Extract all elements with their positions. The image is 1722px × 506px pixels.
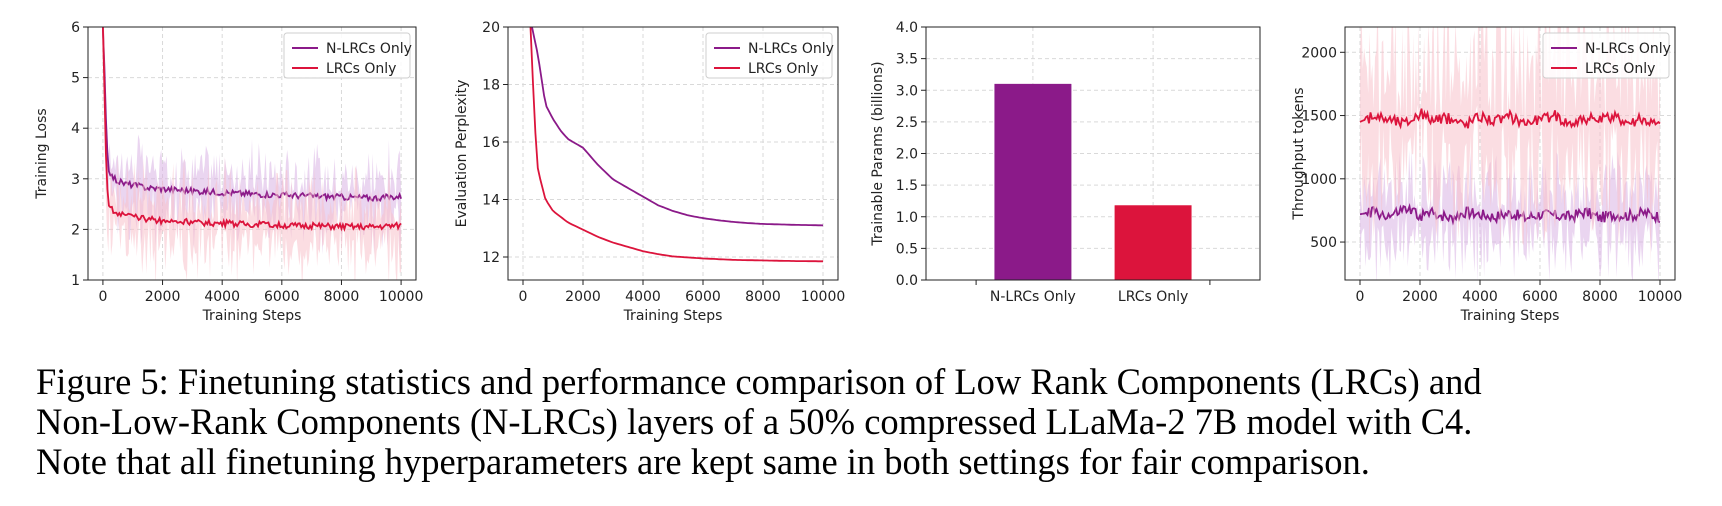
training-loss-line-1 bbox=[102, 27, 402, 232]
eval-perplexity-ytick-label: 16 bbox=[482, 135, 500, 151]
throughput-xtick-label: 6000 bbox=[1522, 289, 1558, 305]
throughput-xtick-label: 10000 bbox=[1638, 289, 1683, 305]
throughput-xtick-label: 8000 bbox=[1582, 289, 1618, 305]
trainable-params-ytick-label: 1.5 bbox=[896, 178, 918, 194]
throughput-xlabel: Training Steps bbox=[1460, 308, 1560, 324]
trainable-params-ytick-label: 0.0 bbox=[896, 273, 918, 289]
eval-perplexity-xtick-label: 2000 bbox=[565, 289, 601, 305]
training-loss-xlabel: Training Steps bbox=[202, 308, 302, 324]
eval-perplexity-xtick-label: 8000 bbox=[745, 289, 781, 305]
training-loss-xtick-label: 8000 bbox=[324, 289, 360, 305]
training-loss-ytick-label: 1 bbox=[71, 273, 80, 289]
training-loss-legend bbox=[283, 32, 411, 79]
eval-perplexity-line-0 bbox=[531, 27, 824, 227]
trainable-params-xtick-label: N-LRCs Only bbox=[990, 289, 1076, 305]
eval-perplexity-legend-label: N-LRCs Only bbox=[748, 41, 834, 57]
training-loss-xtick-label: 10000 bbox=[379, 289, 424, 305]
eval-perplexity-ytick-label: 12 bbox=[482, 250, 500, 266]
throughput-series-1 bbox=[1359, 27, 1661, 265]
eval-perplexity-ytick-label: 14 bbox=[482, 193, 500, 209]
throughput-xtick-label: 4000 bbox=[1462, 289, 1498, 305]
trainable-params-ytick-label: 3.5 bbox=[896, 52, 918, 68]
training-loss-frame bbox=[87, 26, 417, 281]
eval-perplexity-ylabel: Evaluation Perplexity bbox=[454, 80, 470, 228]
throughput-legend bbox=[1542, 32, 1670, 79]
throughput-legend-label: N-LRCs Only bbox=[1585, 41, 1671, 57]
trainable-params-ytick-label: 4.0 bbox=[896, 20, 918, 36]
training-loss-ytick-label: 2 bbox=[71, 222, 80, 238]
eval-perplexity-legend-label: LRCs Only bbox=[748, 61, 818, 77]
training-loss-xtick-label: 4000 bbox=[204, 289, 240, 305]
training-loss-series-0 bbox=[102, 27, 402, 258]
throughput-legend-label: LRCs Only bbox=[1585, 61, 1655, 77]
trainable-params-ytick-label: 2.5 bbox=[896, 115, 918, 131]
trainable-params-ytick-label: 2.0 bbox=[896, 147, 918, 163]
figure-caption: Figure 5: Finetuning statistics and perf… bbox=[36, 361, 1482, 482]
training-loss-band-1 bbox=[102, 27, 402, 280]
eval-perplexity-xtick-label: 10000 bbox=[801, 289, 846, 305]
eval-perplexity-xtick-label: 4000 bbox=[625, 289, 661, 305]
training-loss-line-0 bbox=[102, 27, 402, 203]
training-loss-ytick-label: 3 bbox=[71, 172, 80, 188]
throughput-band-1 bbox=[1360, 27, 1660, 265]
training-loss-legend-label: LRCs Only bbox=[326, 61, 396, 77]
throughput-xtick-label: 2000 bbox=[1402, 289, 1438, 305]
eval-perplexity-xtick-label: 6000 bbox=[685, 289, 721, 305]
eval-perplexity-line-1 bbox=[529, 27, 823, 263]
trainable-params-bar-fill-1 bbox=[1114, 205, 1192, 280]
trainable-params-frame bbox=[925, 26, 1261, 281]
trainable-params-bar-fill-0 bbox=[994, 83, 1072, 280]
eval-perplexity-legend bbox=[705, 32, 833, 79]
eval-perplexity-xlabel: Training Steps bbox=[623, 308, 723, 324]
training-loss-xtick-label: 0 bbox=[98, 289, 107, 305]
trainable-params-ytick-label: 1.0 bbox=[896, 210, 918, 226]
trainable-params-ytick-label: 0.5 bbox=[896, 241, 918, 257]
trainable-params-ylabel: Trainable Params (billions) bbox=[870, 61, 886, 246]
throughput-ytick-label: 1000 bbox=[1301, 172, 1337, 188]
training-loss-xtick-label: 6000 bbox=[264, 289, 300, 305]
training-loss-ytick-label: 4 bbox=[71, 121, 80, 137]
throughput-frame bbox=[1344, 26, 1676, 281]
throughput-ylabel: Throughput tokens bbox=[1291, 87, 1307, 220]
eval-perplexity-ytick-label: 20 bbox=[482, 20, 500, 36]
throughput-ytick-label: 2000 bbox=[1301, 45, 1337, 61]
eval-perplexity-series-0 bbox=[531, 27, 824, 227]
throughput-xtick-label: 0 bbox=[1356, 289, 1365, 305]
eval-perplexity-ytick-label: 18 bbox=[482, 78, 500, 94]
training-loss-legend-label: N-LRCs Only bbox=[326, 41, 412, 57]
training-loss-ytick-label: 5 bbox=[71, 71, 80, 87]
training-loss-ytick-label: 6 bbox=[71, 20, 80, 36]
trainable-params-xtick-label: LRCs Only bbox=[1118, 289, 1188, 305]
throughput-line-1 bbox=[1359, 108, 1661, 130]
eval-perplexity-frame bbox=[507, 26, 839, 281]
training-loss-xtick-label: 2000 bbox=[145, 289, 181, 305]
throughput-ytick-label: 500 bbox=[1310, 235, 1337, 251]
eval-perplexity-series-1 bbox=[529, 27, 823, 263]
training-loss-ylabel: Training Loss bbox=[34, 108, 50, 199]
trainable-params-ytick-label: 3.0 bbox=[896, 83, 918, 99]
eval-perplexity-xtick-label: 0 bbox=[519, 289, 528, 305]
throughput-ytick-label: 1500 bbox=[1301, 109, 1337, 125]
training-loss-series-1 bbox=[102, 27, 402, 280]
